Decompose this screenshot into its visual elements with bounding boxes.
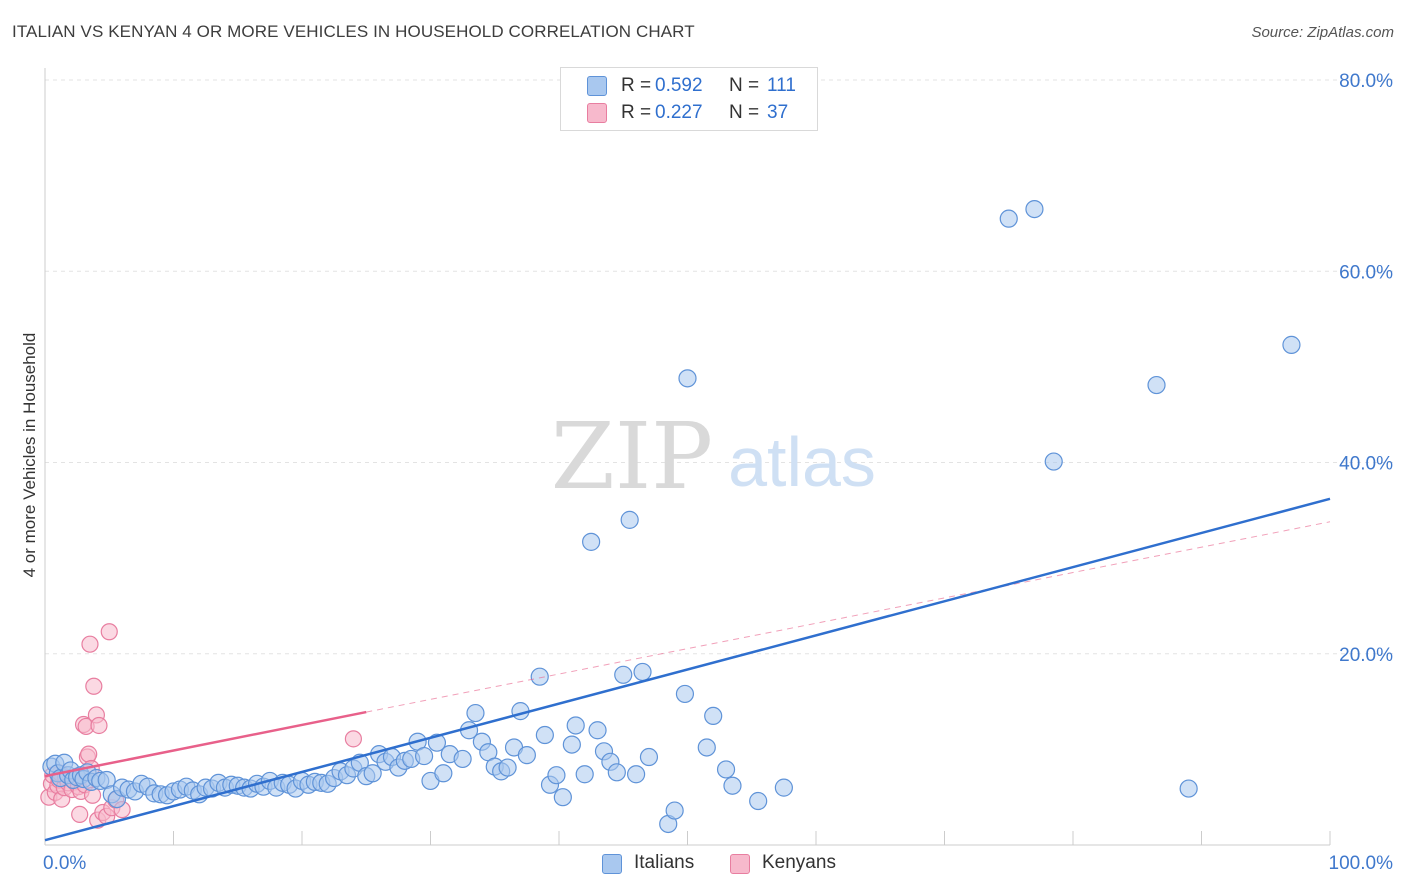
kenyans-swatch (730, 854, 750, 874)
r-value: 0.227 (655, 102, 703, 123)
y-tick-label: 60.0% (1339, 262, 1393, 283)
italians-swatch (602, 854, 622, 874)
italians-point (466, 703, 485, 723)
legend-label: Italians (634, 852, 695, 873)
italians-point (620, 510, 639, 529)
italians-point (716, 760, 736, 779)
italians-point (535, 725, 554, 745)
kenyans-point (71, 805, 89, 824)
legend-row-italians: R = 0.592 N = 111 (561, 73, 817, 99)
italians-point (530, 667, 549, 686)
kenyans-point (80, 745, 98, 763)
y-tick-label: 40.0% (1339, 454, 1393, 475)
italians-trend-line (44, 497, 1331, 842)
italians-point (575, 765, 594, 784)
italians-point (453, 749, 472, 769)
kenyans-trend-line (44, 710, 367, 778)
kenyans-trend-extension (366, 521, 1331, 713)
italians-point (566, 716, 585, 735)
italians-point (547, 766, 566, 785)
n-value: 111 (767, 75, 796, 96)
italians-point (999, 209, 1018, 228)
italians-point (626, 765, 646, 784)
kenyans-swatch (587, 103, 607, 123)
kenyans-point (90, 716, 108, 735)
kenyans-point (344, 730, 362, 748)
y-tick-label: 20.0% (1339, 645, 1393, 666)
stats-legend: R = 0.592 N = 111 R = 0.227 N = 37 (560, 67, 818, 131)
y-tick-label: 80.0% (1339, 71, 1393, 92)
italians-point (498, 758, 517, 777)
italians-point (562, 735, 581, 754)
italians-point (607, 763, 626, 782)
italians-point (1179, 779, 1198, 798)
n-label: N = (729, 75, 760, 96)
italians-points (42, 199, 1301, 834)
italians-point (1147, 375, 1166, 395)
italians-point (639, 747, 659, 767)
italians-swatch (587, 76, 607, 96)
tick-labels: 20.0% 40.0% 60.0% 80.0% 0.0% 100.0% (43, 71, 1393, 874)
italians-point (1025, 199, 1044, 219)
italians-point (614, 665, 633, 684)
italians-point (434, 764, 453, 783)
r-value: 0.592 (655, 75, 703, 96)
chart-title: ITALIAN VS KENYAN 4 OR MORE VEHICLES IN … (12, 22, 695, 41)
r-label: R = (621, 102, 652, 123)
italians-point (723, 776, 742, 795)
kenyans-point (81, 635, 99, 653)
kenyans-point (100, 623, 118, 641)
trend-lines (44, 497, 1331, 842)
legend-label: Kenyans (762, 852, 836, 873)
italians-point (665, 801, 684, 820)
italians-point (697, 738, 716, 757)
legend-row-kenyans: R = 0.227 N = 37 (561, 100, 817, 126)
source-label: Source: ZipAtlas.com (1251, 24, 1394, 41)
n-value: 37 (767, 102, 789, 123)
r-label: R = (621, 75, 652, 96)
watermark-zip: ZIP (551, 403, 713, 510)
x-tick-label: 0.0% (43, 853, 86, 874)
italians-point (588, 721, 607, 740)
axes (44, 68, 1331, 846)
italians-point (633, 662, 652, 682)
italians-point (774, 778, 793, 797)
watermark-atlas: atlas (728, 423, 876, 501)
kenyans-point (85, 677, 103, 695)
watermark: ZIP atlas (551, 403, 876, 510)
italians-point (1044, 452, 1063, 471)
italians-point (749, 791, 768, 811)
grid-lines (45, 79, 1393, 655)
italians-point (675, 684, 695, 704)
x-tick-label: 100.0% (1329, 853, 1394, 874)
series-legend: Italians Kenyans (0, 852, 1406, 878)
italians-point (1282, 335, 1301, 354)
italians-point (414, 746, 434, 766)
italians-point (582, 532, 601, 551)
n-label: N = (729, 102, 760, 123)
italians-point (363, 764, 382, 783)
italians-point (704, 706, 723, 726)
italians-point (678, 369, 697, 388)
italians-point (553, 788, 572, 807)
italians-point (517, 746, 536, 765)
